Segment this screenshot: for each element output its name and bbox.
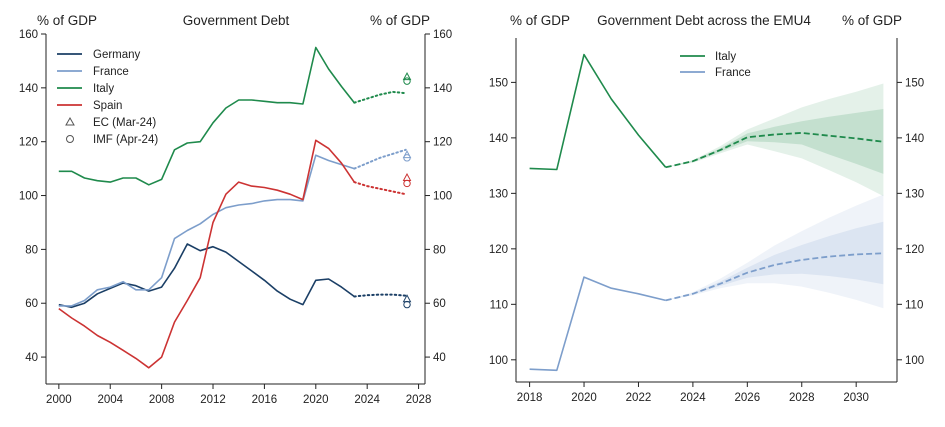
right-y-tick-label-left: 130 xyxy=(489,188,508,200)
left-imf-marker-france xyxy=(403,154,411,162)
left-x-tick-label: 2028 xyxy=(406,394,432,406)
right-y-tick-label-left: 140 xyxy=(489,133,508,145)
left-x-tick-label: 2020 xyxy=(303,394,329,406)
legend-label-ec: EC (Mar-24) xyxy=(93,117,156,129)
left-x-tick-label: 2024 xyxy=(354,394,380,406)
left-line-italy xyxy=(58,46,355,186)
legend-label-italy: Italy xyxy=(93,83,114,95)
right-ylabel-right: % of GDP xyxy=(842,13,902,28)
left-projection-france xyxy=(353,148,407,170)
left-y-tick-label-left: 80 xyxy=(25,244,38,256)
right-y-tick-label-right: 130 xyxy=(905,188,924,200)
legend-ec-triangle-icon xyxy=(65,116,75,126)
right-y-tick-label-right: 140 xyxy=(905,133,924,145)
right-y-tick-label-right: 150 xyxy=(905,77,924,89)
left-y-tick-label-left: 140 xyxy=(19,83,38,95)
left-imf-marker-germany xyxy=(403,300,411,309)
left-y-tick-label-right: 80 xyxy=(433,244,446,256)
right-x-tick-label: 2018 xyxy=(517,392,543,404)
left-y-tick-label-left: 40 xyxy=(25,352,38,364)
right-ylabel-left: % of GDP xyxy=(510,13,570,28)
left-projection-spain xyxy=(353,181,407,196)
left-y-tick-label-left: 120 xyxy=(19,137,38,149)
left-y-tick-label-right: 40 xyxy=(433,352,446,364)
right-x-tick-label: 2026 xyxy=(735,392,761,404)
right-band-inner-france xyxy=(665,221,884,301)
left-y-tick-label-left: 60 xyxy=(25,298,38,310)
right-x-tick-label: 2028 xyxy=(789,392,815,404)
left-imf-marker-spain xyxy=(403,179,411,188)
left-projection-italy xyxy=(353,90,407,104)
left-y-tick-label-right: 100 xyxy=(433,191,452,203)
left-plot: 40 40 60 60 80 80 100 100 120 120 140 140 160 160 2000… xyxy=(19,29,452,406)
right-band-outer-italy xyxy=(665,83,884,197)
right-plot: 100 100 110 110 120 120 130 130 140 140 150 150 2018… xyxy=(489,38,924,404)
left-y-tick-label-right: 120 xyxy=(433,137,452,149)
left-ec-marker-france xyxy=(402,150,412,159)
right-projection-france xyxy=(665,252,884,302)
left-projection-germany xyxy=(353,293,407,298)
left-x-tick-label: 2012 xyxy=(200,394,226,406)
legend-label-germany: Germany xyxy=(93,49,141,61)
left-x-tick-label: 2016 xyxy=(252,394,278,406)
right-y-tick-label-right: 120 xyxy=(905,244,924,256)
right-y-tick-label-right: 100 xyxy=(905,355,924,367)
left-ec-marker-spain xyxy=(402,172,412,182)
right-y-tick-label-left: 120 xyxy=(489,244,508,256)
right-band-inner-italy xyxy=(665,109,884,174)
left-y-tick-label-left: 100 xyxy=(19,191,38,203)
left-x-tick-label: 2008 xyxy=(149,394,175,406)
left-line-france xyxy=(58,154,355,307)
right-x-tick-label: 2024 xyxy=(680,392,706,404)
right-x-tick-label: 2030 xyxy=(843,392,869,404)
right-legend: Italy France xyxy=(680,51,751,79)
right-chart-title: Government Debt across the EMU4 xyxy=(597,13,811,28)
right-x-tick-label: 2020 xyxy=(571,392,597,404)
legend-label-imf: IMF (Apr-24) xyxy=(93,134,158,146)
right-projection-italy xyxy=(665,131,884,169)
right-legend-label-italy: Italy xyxy=(715,51,736,63)
left-y-tick-label-right: 160 xyxy=(433,29,452,41)
legend-imf-circle-icon xyxy=(66,135,74,143)
right-x-tick-label: 2022 xyxy=(626,392,652,404)
left-y-tick-label-right: 140 xyxy=(433,83,452,95)
left-imf-marker-italy xyxy=(403,77,411,85)
left-y-tick-label-right: 60 xyxy=(433,298,446,310)
left-legend: Germany France Italy Spain EC (Mar-24) I… xyxy=(57,49,158,146)
left-line-spain xyxy=(58,139,355,369)
right-line-italy xyxy=(529,53,667,171)
left-x-tick-label: 2000 xyxy=(46,394,72,406)
left-y-tick-label-left: 160 xyxy=(19,29,38,41)
right-y-tick-label-left: 110 xyxy=(490,299,508,311)
legend-label-france: France xyxy=(93,66,129,78)
right-y-tick-label-left: 150 xyxy=(489,77,508,89)
right-y-tick-label-left: 100 xyxy=(489,355,508,367)
right-y-tick-label-right: 110 xyxy=(905,299,923,311)
right-line-france xyxy=(529,276,666,372)
right-legend-label-france: France xyxy=(715,67,751,79)
left-ylabel-right: % of GDP xyxy=(370,13,430,28)
right-band-outer-france xyxy=(665,194,884,309)
legend-label-spain: Spain xyxy=(93,100,122,112)
left-ec-marker-italy xyxy=(402,72,412,81)
left-chart-title: Government Debt xyxy=(183,13,290,28)
left-ylabel-left: % of GDP xyxy=(37,13,97,28)
left-x-tick-label: 2004 xyxy=(97,394,123,406)
